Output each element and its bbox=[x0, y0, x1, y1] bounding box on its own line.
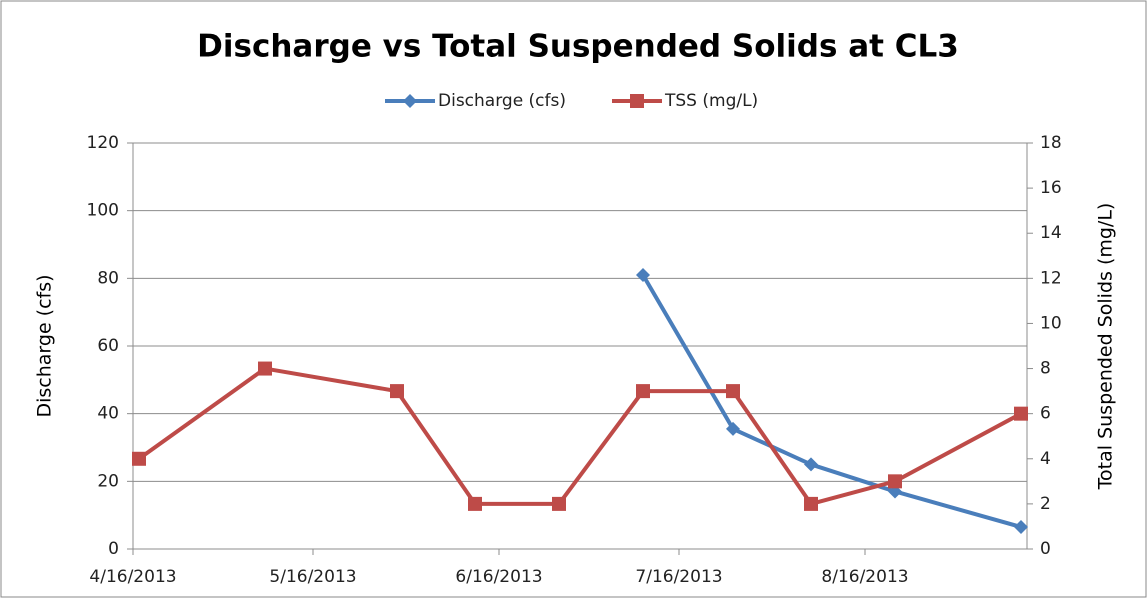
data-point bbox=[1014, 520, 1028, 535]
y2-tick-label: 8 bbox=[1040, 359, 1051, 379]
data-point bbox=[726, 421, 740, 436]
x-tick-label: 5/16/2013 bbox=[269, 567, 356, 587]
y2-tick-label: 12 bbox=[1040, 268, 1062, 288]
y2-tick-label: 4 bbox=[1040, 449, 1051, 469]
data-point bbox=[636, 384, 650, 399]
y-tick-label: 20 bbox=[97, 471, 119, 491]
y-tick-label: 100 bbox=[87, 201, 119, 221]
x-tick-label: 6/16/2013 bbox=[455, 567, 542, 587]
data-point bbox=[888, 474, 902, 489]
data-point bbox=[552, 496, 566, 511]
y-tick-label: 60 bbox=[97, 336, 119, 356]
y2-tick-label: 0 bbox=[1040, 539, 1051, 559]
y2-tick-label: 18 bbox=[1040, 133, 1062, 153]
legend-marker bbox=[630, 94, 644, 108]
data-point bbox=[804, 457, 818, 472]
x-tick-label: 4/16/2013 bbox=[89, 567, 176, 587]
legend-label: Discharge (cfs) bbox=[438, 91, 566, 111]
x-tick-label: 7/16/2013 bbox=[635, 567, 722, 587]
data-point bbox=[468, 496, 482, 511]
y-axis-title: Discharge (cfs) bbox=[34, 274, 56, 417]
chart-title: Discharge vs Total Suspended Solids at C… bbox=[197, 29, 959, 65]
data-point bbox=[1014, 406, 1028, 421]
y2-tick-label: 2 bbox=[1040, 494, 1051, 514]
y-tick-label: 0 bbox=[108, 539, 119, 559]
data-point bbox=[132, 451, 146, 466]
data-point bbox=[390, 384, 404, 399]
series-line bbox=[137, 366, 1022, 506]
y2-tick-label: 6 bbox=[1040, 404, 1051, 424]
y2-axis-title: Total Suspended Solids (mg/L) bbox=[1095, 203, 1117, 491]
data-point bbox=[804, 496, 818, 511]
data-point bbox=[726, 384, 740, 399]
data-point bbox=[636, 267, 650, 282]
y-tick-label: 120 bbox=[87, 133, 119, 153]
y2-tick-label: 14 bbox=[1040, 223, 1062, 243]
y2-tick-label: 16 bbox=[1040, 178, 1062, 198]
y2-tick-label: 10 bbox=[1040, 313, 1062, 333]
y-tick-label: 80 bbox=[97, 268, 119, 288]
data-point bbox=[258, 361, 272, 376]
y-tick-label: 40 bbox=[97, 404, 119, 424]
legend-label: TSS (mg/L) bbox=[664, 91, 758, 111]
x-tick-label: 8/16/2013 bbox=[821, 567, 908, 587]
legend-marker bbox=[403, 94, 417, 108]
